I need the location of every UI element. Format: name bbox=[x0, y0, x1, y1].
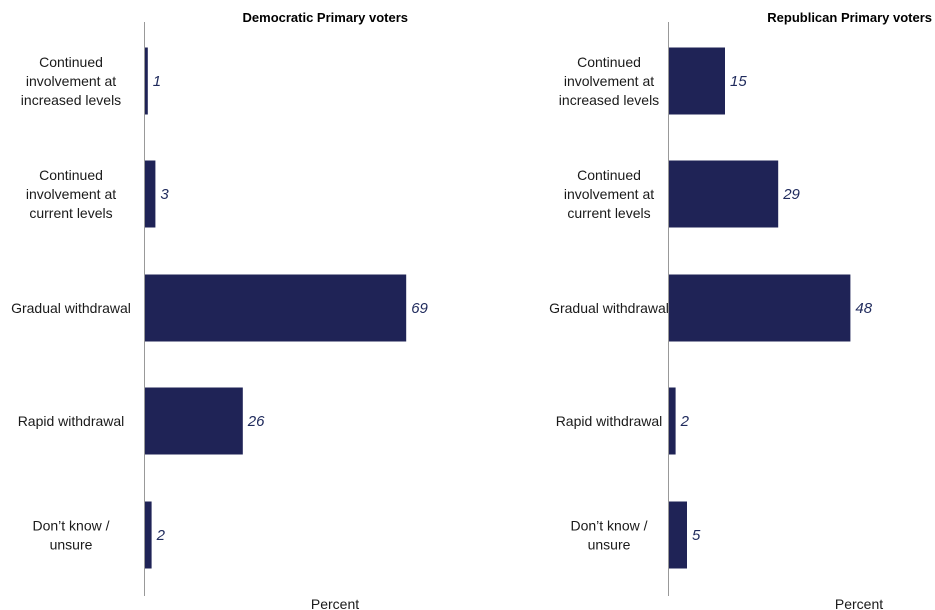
category-label: current levels bbox=[567, 205, 650, 221]
category-label: Rapid withdrawal bbox=[18, 413, 125, 429]
x-axis-title: Percent bbox=[311, 596, 359, 610]
data-label: 48 bbox=[855, 300, 872, 317]
chart-panel-2: Republican Primary voters 15 Continued invo… bbox=[549, 10, 932, 610]
category-label: Continued bbox=[577, 167, 641, 183]
category-label: involvement at bbox=[26, 73, 116, 89]
x-axis-title: Percent bbox=[835, 596, 883, 610]
bar bbox=[144, 501, 152, 569]
bar bbox=[668, 387, 676, 455]
category-label: Rapid withdrawal bbox=[556, 413, 663, 429]
chart-panel-1: Democratic Primary voters 1 Continued invol… bbox=[11, 10, 428, 610]
category-label: increased levels bbox=[21, 92, 121, 108]
category-label: Gradual withdrawal bbox=[11, 300, 131, 316]
category-label: Continued bbox=[39, 54, 103, 70]
category-label: involvement at bbox=[26, 186, 116, 202]
bar bbox=[144, 387, 243, 455]
data-label: 69 bbox=[411, 300, 428, 317]
data-label: 29 bbox=[782, 186, 800, 203]
panel-title: Republican Primary voters bbox=[767, 10, 932, 25]
data-label: 5 bbox=[692, 527, 701, 544]
data-label: 3 bbox=[160, 186, 169, 203]
category-label: Continued bbox=[39, 167, 103, 183]
bar bbox=[668, 501, 687, 569]
data-label: 2 bbox=[680, 413, 690, 430]
category-label: Continued bbox=[577, 54, 641, 70]
bar bbox=[144, 160, 156, 228]
category-label: unsure bbox=[50, 537, 93, 553]
data-label: 1 bbox=[153, 73, 161, 90]
category-label: Don’t know / bbox=[570, 518, 647, 534]
category-label: involvement at bbox=[564, 186, 654, 202]
data-label: 2 bbox=[156, 527, 166, 544]
bar bbox=[668, 160, 779, 228]
category-label: Gradual withdrawal bbox=[549, 300, 669, 316]
bar bbox=[144, 47, 148, 115]
bar bbox=[668, 47, 725, 115]
panel-title: Democratic Primary voters bbox=[243, 10, 408, 25]
data-label: 26 bbox=[247, 413, 265, 430]
category-label: Don’t know / bbox=[32, 518, 109, 534]
category-label: increased levels bbox=[559, 92, 659, 108]
data-label: 15 bbox=[730, 73, 747, 90]
bar bbox=[668, 274, 851, 342]
category-label: unsure bbox=[588, 537, 631, 553]
category-label: current levels bbox=[29, 205, 112, 221]
bar bbox=[144, 274, 407, 342]
category-label: involvement at bbox=[564, 73, 654, 89]
